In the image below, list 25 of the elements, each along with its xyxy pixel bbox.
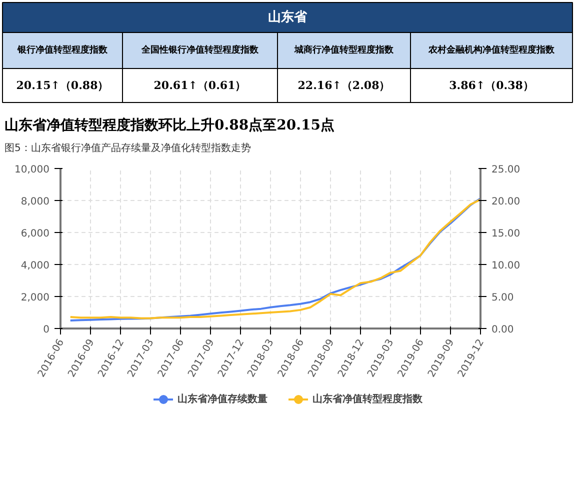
text: 3.86↑（0.38） [449,79,534,92]
y-tick-label: 10,000 [14,164,50,176]
y-tick-label: 2,000 [20,292,50,304]
y-tick-label: 4,000 [20,260,50,272]
y2-tick-label: 25.00 [492,164,520,176]
text: 全国性银行净值转型程度指数 [140,44,260,56]
text: 22.16↑（2.08） [298,79,390,92]
y2-tick-label: 5.00 [492,292,514,304]
legend-label: 山东省净值转型程度指数 [312,392,422,406]
y-tick-label: 8,000 [20,196,50,208]
text: 银行净值转型程度指数 [16,44,108,56]
y-tick-label: 0 [43,324,50,336]
text: 20.61↑（0.61） [154,79,246,92]
chart-title: 山东省净值转型程度指数环比上升0.88点至20.15点 [4,116,334,134]
legend-label: 山东省净值存续数量 [178,392,268,406]
y2-tick-label: 10.00 [492,260,520,272]
y2-tick-label: 20.00 [492,196,520,208]
chart-subtitle: 图5：山东省银行净值产品存续量及净值化转型指数走势 [4,142,251,154]
y-tick-label: 6,000 [20,228,50,240]
text: 20.15↑（0.88） [16,79,109,92]
text: 山东省 [268,9,308,25]
text: 农村金融机构净值转型程度指数 [428,44,556,56]
text: 城商行净值转型程度指数 [294,44,394,56]
y2-tick-label: 0.00 [492,324,514,336]
y2-tick-label: 15.00 [492,228,520,240]
